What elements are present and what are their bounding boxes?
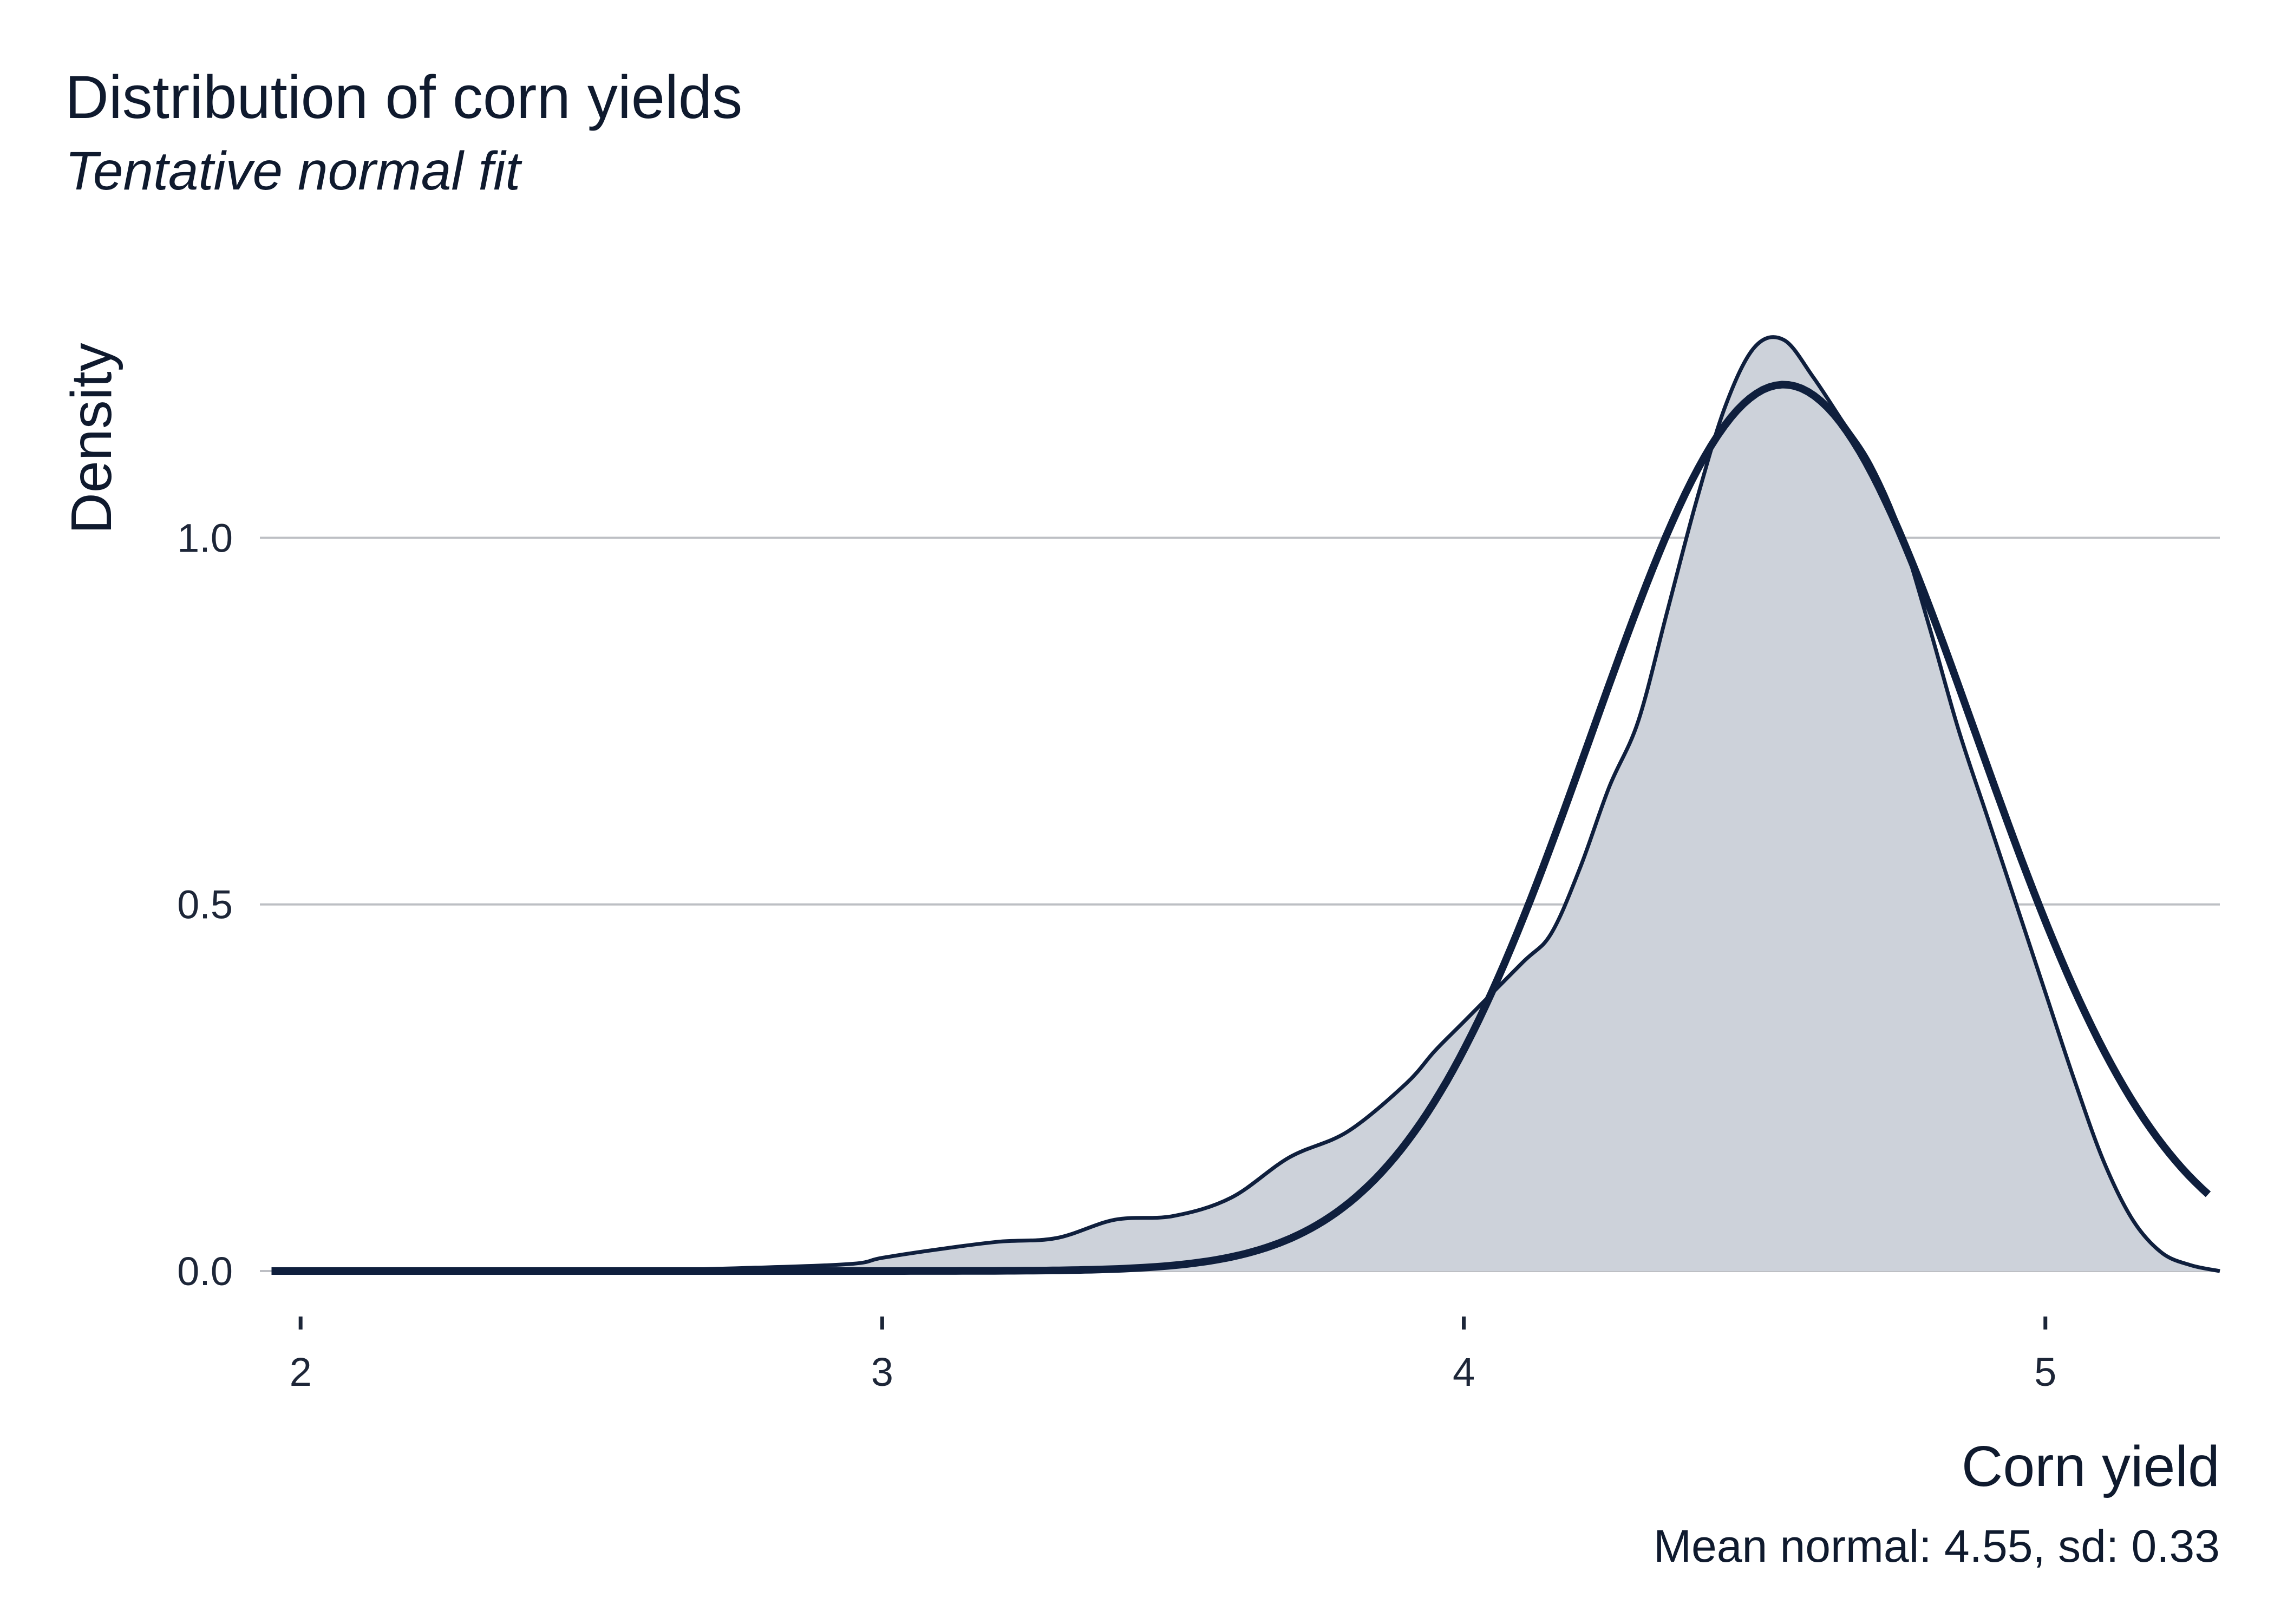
x-tick-label: 3 bbox=[871, 1350, 893, 1394]
x-axis-ticks: 2 3 4 5 bbox=[290, 1317, 2056, 1394]
y-tick-label: 0.5 bbox=[177, 882, 233, 927]
x-tick-label: 5 bbox=[2034, 1350, 2056, 1394]
normal-fit-line bbox=[271, 381, 2211, 1275]
y-axis-title: Density bbox=[60, 343, 123, 534]
x-axis-title: Corn yield bbox=[1962, 1435, 2220, 1498]
density-area bbox=[271, 337, 2220, 1272]
chart-caption: Mean normal: 4.55, sd: 0.33 bbox=[1654, 1521, 2220, 1571]
y-tick-label: 0.0 bbox=[177, 1249, 233, 1294]
y-axis-ticks: 0.0 0.5 1.0 bbox=[177, 515, 233, 1294]
x-tick-label: 2 bbox=[290, 1350, 312, 1394]
y-tick-label: 1.0 bbox=[177, 515, 233, 560]
density-line bbox=[271, 335, 2220, 1273]
chart-subtitle: Tentative normal fit bbox=[65, 141, 522, 201]
x-tick-label: 4 bbox=[1453, 1350, 1475, 1394]
chart-title: Distribution of corn yields bbox=[65, 63, 742, 131]
